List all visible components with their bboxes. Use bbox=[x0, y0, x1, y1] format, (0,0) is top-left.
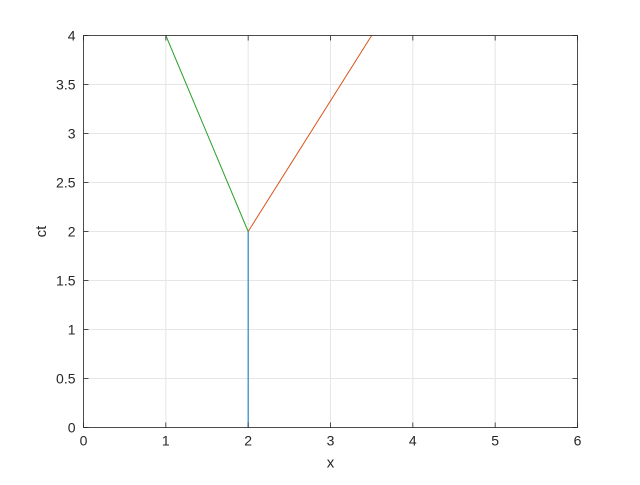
x-tick-label: 3 bbox=[327, 433, 335, 449]
series-line-2 bbox=[165, 35, 249, 232]
x-tick-label: 2 bbox=[244, 433, 252, 449]
y-tick-label: 4 bbox=[68, 28, 76, 44]
y-tick-label: 3 bbox=[68, 126, 76, 142]
x-axis-label: x bbox=[327, 455, 335, 472]
x-tick-label: 6 bbox=[574, 433, 582, 449]
grid bbox=[83, 35, 578, 428]
y-tick-label: 0 bbox=[68, 420, 76, 436]
y-axis-label: ct bbox=[33, 225, 50, 238]
x-tick-label: 1 bbox=[162, 433, 170, 449]
y-tick-label: 0.5 bbox=[56, 371, 76, 387]
y-tick-label: 2.5 bbox=[56, 175, 76, 191]
x-tick-label: 5 bbox=[491, 433, 499, 449]
y-tick-label: 1 bbox=[68, 322, 76, 338]
x-tick-label: 4 bbox=[409, 433, 417, 449]
x-tick-label: 0 bbox=[80, 433, 88, 449]
y-tick-label: 3.5 bbox=[56, 77, 76, 93]
y-tick-label: 2 bbox=[68, 224, 76, 240]
series-lines bbox=[165, 35, 373, 428]
series-line-1 bbox=[247, 35, 373, 232]
ticks: 0 1 2 3 4 5 6 0 0.5 1 1.5 2 2.5 3 3.5 4 bbox=[56, 28, 582, 449]
y-tick-label: 1.5 bbox=[56, 273, 76, 289]
